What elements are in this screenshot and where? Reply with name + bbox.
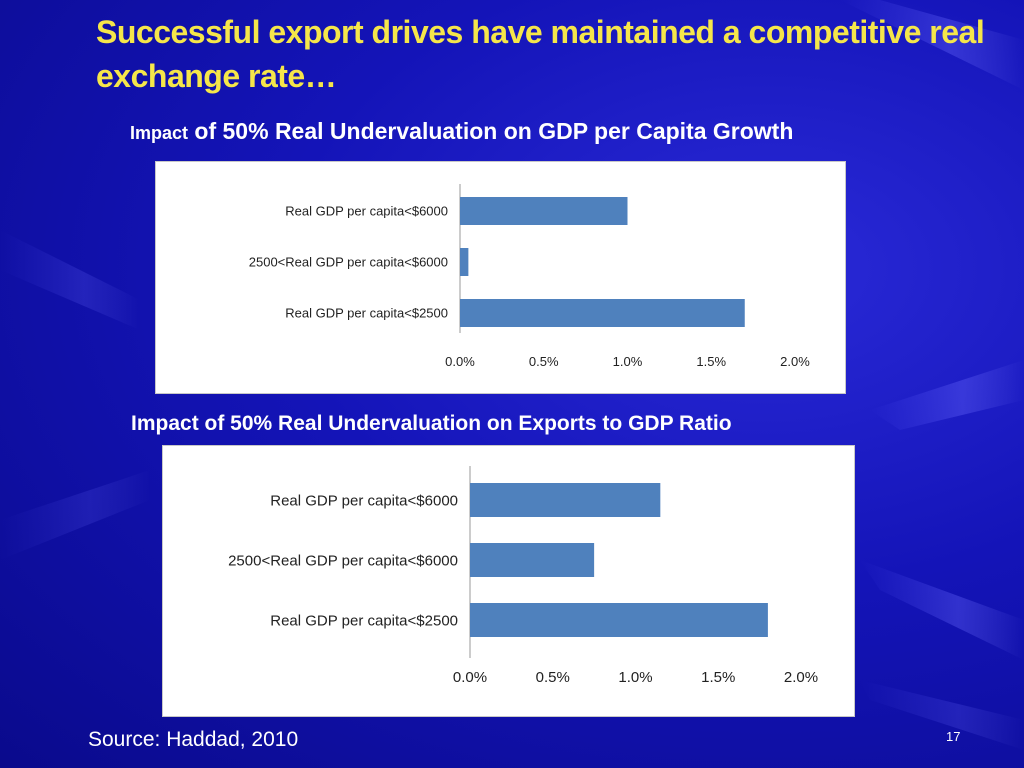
chart2-title: Impact of 50% Real Undervaluation on Exp… — [131, 412, 732, 435]
chart2-svg: Real GDP per capita<$6000 2500<Real GDP p… — [228, 466, 818, 686]
chart2-x-tick-label-2: 0.5% — [536, 669, 570, 686]
chart2-x-tick-label-4: 1.5% — [701, 669, 735, 686]
chart2-x-tick-label-5: 2.0% — [784, 669, 818, 686]
chart1-x-tick-label-4: 1.5% — [696, 354, 726, 369]
chart1-x-tick-label-3: 1.0% — [613, 354, 643, 369]
chart1-x-tick-label-5: 2.0% — [780, 354, 810, 369]
chart2-category-label-2: 2500<Real GDP per capita<$6000 — [228, 552, 458, 569]
chart2-bar-1 — [470, 483, 661, 517]
chart2-category-label-3: Real GDP per capita<$2500 — [270, 612, 458, 629]
page-number: 17 — [946, 729, 961, 744]
chart1-title-prefix: Impact — [130, 123, 189, 143]
chart1-bar-3 — [460, 299, 745, 327]
chart2-bar-3 — [470, 603, 768, 637]
chart2-panel: Real GDP per capita<$6000 2500<Real GDP p… — [162, 445, 855, 717]
source-note: Source: Haddad, 2010 — [88, 728, 299, 751]
chart1-category-label-1: Real GDP per capita<$6000 — [285, 204, 448, 219]
chart1-category-label-2: 2500<Real GDP per capita<$6000 — [249, 255, 448, 270]
chart2-x-tick-label-3: 1.0% — [618, 669, 652, 686]
chart2-category-label-1: Real GDP per capita<$6000 — [270, 492, 458, 509]
chart2-x-tick-label-1: 0.0% — [453, 669, 487, 686]
chart2-bar-2 — [470, 543, 595, 577]
chart1-bar-1 — [460, 197, 628, 225]
chart1-x-tick-label-2: 0.5% — [529, 354, 559, 369]
chart1-bar-2 — [460, 248, 469, 276]
slide-title: Successful export drives have maintained… — [96, 14, 985, 94]
chart1-svg: Real GDP per capita<$6000 2500<Real GDP p… — [249, 184, 810, 369]
chart1-title-rest: of 50% Real Undervaluation on GDP per Ca… — [194, 118, 794, 144]
chart1-panel: Real GDP per capita<$6000 2500<Real GDP p… — [155, 161, 846, 394]
chart1-category-label-3: Real GDP per capita<$2500 — [285, 306, 448, 321]
chart1-x-tick-label-1: 0.0% — [445, 354, 475, 369]
chart1-title: Impact of 50% Real Undervaluation on GDP… — [130, 118, 793, 145]
